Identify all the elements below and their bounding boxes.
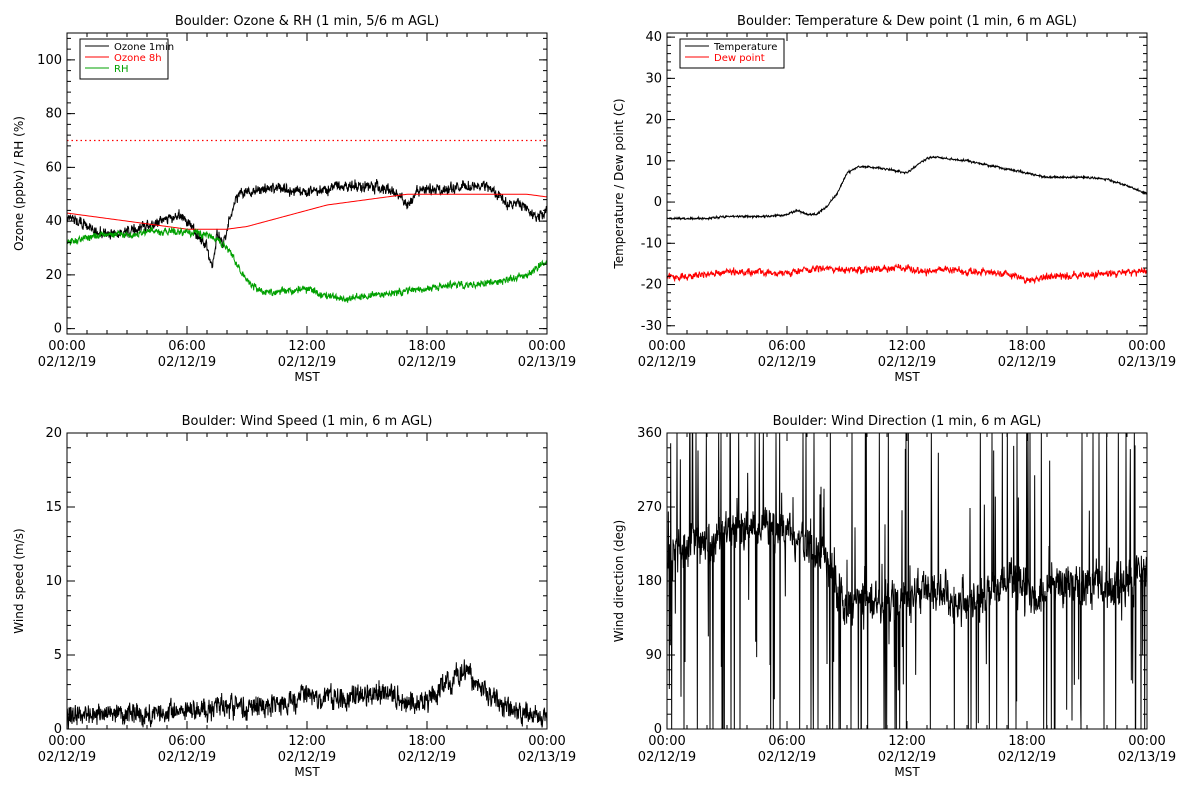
y-tick-label: 20 [645,113,662,128]
y-tick-label: 90 [645,648,662,663]
x-tick-time-label: 18:00 [1008,734,1045,749]
chart-title: Boulder: Wind Direction (1 min, 6 m AGL) [773,414,1042,429]
series-line-rh [67,225,547,304]
series-line-ozone-1min [67,178,547,269]
x-tick-date-label: 02/12/19 [758,750,816,765]
x-axis-label: MST [294,370,320,384]
y-tick-label: 20 [45,268,62,283]
y-tick-label: 360 [637,426,662,441]
x-tick-date-label: 02/12/19 [998,355,1056,370]
x-tick-date-label: 02/13/19 [1118,750,1176,765]
series-line-series [667,433,1147,729]
x-tick-date-label: 02/12/19 [158,355,216,370]
x-tick-time-label: 00:00 [528,339,565,354]
panel-wind_speed: Boulder: Wind Speed (1 min, 6 m AGL) 0 5 10… [12,414,576,779]
legend-label: Temperature [713,42,777,53]
y-tick-label: 0 [54,322,62,337]
chart-title: Boulder: Temperature & Dew point (1 min,… [737,14,1077,29]
x-tick-date-label: 02/12/19 [38,355,96,370]
x-tick-time-label: 06:00 [168,339,205,354]
y-tick-label: 40 [645,30,662,45]
plot-data [67,659,547,729]
x-tick-date-label: 02/12/19 [878,750,936,765]
y-tick-label: 10 [645,154,662,169]
x-axis-label: MST [294,765,320,779]
x-tick-time-label: 18:00 [408,734,445,749]
x-tick-date-label: 02/12/19 [158,750,216,765]
x-tick-time-label: 00:00 [48,339,85,354]
x-tick-date-label: 02/12/19 [398,750,456,765]
legend-label: Dew point [714,53,765,64]
y-tick-label: 100 [37,53,62,68]
x-tick-time-label: 06:00 [768,734,805,749]
plot-data [67,139,547,304]
x-tick-time-label: 00:00 [1128,734,1165,749]
x-tick-date-label: 02/12/19 [398,355,456,370]
x-tick-date-label: 02/12/19 [278,750,336,765]
x-tick-date-label: 02/12/19 [278,355,336,370]
panel-temp_dew: Boulder: Temperature & Dew point (1 min,… [612,14,1176,384]
x-tick-time-label: 12:00 [888,339,925,354]
x-tick-time-label: 18:00 [1008,339,1045,354]
legend-label: RH [114,64,128,75]
y-tick-label: -30 [641,319,662,334]
x-tick-date-label: 02/13/19 [518,750,576,765]
y-tick-label: 15 [45,500,62,515]
series-line-series [67,659,547,729]
plot-data [667,155,1147,285]
y-tick-label: 0 [654,722,662,737]
x-tick-date-label: 02/12/19 [998,750,1056,765]
legend-box [679,38,785,69]
x-tick-date-label: 02/12/19 [638,750,696,765]
plot-frame [666,32,1148,335]
x-tick-time-label: 00:00 [648,339,685,354]
x-axis-label: MST [894,765,920,779]
x-tick-time-label: 06:00 [168,734,205,749]
x-tick-time-label: 00:00 [48,734,85,749]
y-tick-label: 5 [54,648,62,663]
x-tick-time-label: 06:00 [768,339,805,354]
x-tick-time-label: 00:00 [1128,339,1165,354]
y-tick-label: 40 [45,214,62,229]
x-tick-time-label: 12:00 [888,734,925,749]
x-tick-time-label: 18:00 [408,339,445,354]
y-tick-label: 20 [45,426,62,441]
x-tick-date-label: 02/12/19 [758,355,816,370]
y-tick-label: 270 [637,500,662,515]
panel-ozone_rh: Boulder: Ozone & RH (1 min, 5/6 m AGL)02… [12,14,576,384]
y-tick-label: 0 [54,722,62,737]
y-axis-label: Wind speed (m/s) [12,528,26,633]
chart-title: Boulder: Ozone & RH (1 min, 5/6 m AGL) [175,14,439,29]
y-tick-label: 60 [45,160,62,175]
x-tick-time-label: 00:00 [648,734,685,749]
y-tick-label: 10 [45,574,62,589]
y-tick-label: 30 [645,71,662,86]
x-axis-label: MST [894,370,920,384]
y-axis-label: Temperature / Dew point (C) [612,98,626,269]
legend-label: Ozone 8h [114,53,162,64]
y-tick-label: 0 [654,195,662,210]
panel-wind_dir: Boulder: Wind Direction (1 min, 6 m AGL)… [612,414,1176,779]
chart-title: Boulder: Wind Speed (1 min, 6 m AGL) [182,414,433,429]
x-tick-time-label: 12:00 [288,339,325,354]
x-tick-time-label: 00:00 [528,734,565,749]
x-tick-date-label: 02/12/19 [638,355,696,370]
y-axis-label: Ozone (ppbv) / RH (%) [12,116,26,251]
legend-label: Ozone 1min [114,42,174,53]
y-tick-label: 80 [45,107,62,122]
series-line-temperature [667,155,1147,221]
y-tick-label: 180 [637,574,662,589]
series-line-ozone-8h [67,193,547,230]
x-tick-date-label: 02/13/19 [1118,355,1176,370]
y-axis-label: Wind direction (deg) [612,520,626,642]
x-tick-date-label: 02/13/19 [518,355,576,370]
y-tick-label: -10 [641,236,662,251]
x-tick-time-label: 12:00 [288,734,325,749]
y-tick-label: -20 [641,278,662,293]
series-line-dew-point [667,263,1147,285]
x-tick-date-label: 02/12/19 [38,750,96,765]
plot-data [667,433,1147,729]
x-tick-date-label: 02/12/19 [878,355,936,370]
